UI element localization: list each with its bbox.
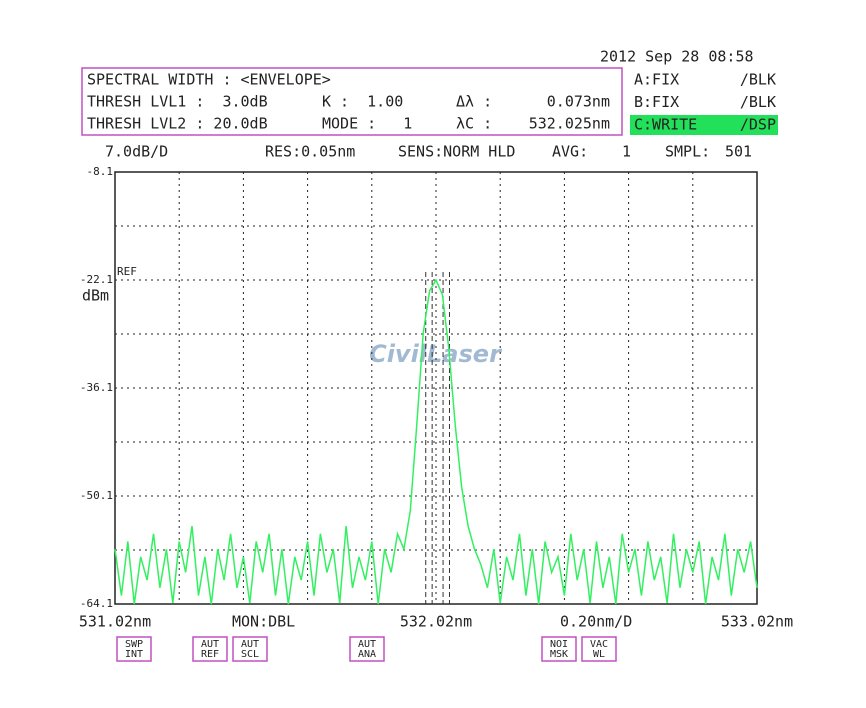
status-text: SENS:NORM HLD: [398, 143, 515, 161]
softkey: [541, 636, 577, 662]
trace-name: B:FIX: [634, 93, 679, 111]
softkey: [116, 636, 152, 662]
softkey-label: NOI: [550, 639, 568, 650]
monitor-text: MON:DBL: [232, 613, 295, 631]
y-tick-label: -8.1: [87, 165, 114, 178]
y-tick-label: -64.1: [80, 597, 113, 610]
softkey-label: ANA: [358, 649, 376, 660]
softkey-label: WL: [593, 649, 605, 660]
status-text: RES:0.05nm: [265, 143, 355, 161]
softkey-label: REF: [201, 649, 219, 660]
softkey-label: SCL: [241, 649, 259, 660]
y-tick-label: -22.1: [80, 273, 113, 286]
x-tick-label: 531.02nm: [79, 613, 151, 631]
y-tick-label: -50.1: [80, 489, 113, 502]
status-text: 7.0dB/D: [105, 143, 168, 161]
info-text: 0.073nm: [547, 93, 610, 111]
ref-label: REF: [117, 265, 137, 278]
x-tick-label: 533.02nm: [721, 613, 793, 631]
softkey: [232, 636, 268, 662]
info-text: K : 1.00: [322, 93, 403, 111]
y-unit: dBm: [82, 287, 109, 305]
info-text: THRESH LVL2 : 20.0dB: [87, 115, 268, 133]
spectrum-trace: [114, 278, 758, 605]
status-text: 1: [622, 143, 631, 161]
softkey-label: VAC: [590, 639, 608, 650]
softkey: [349, 636, 385, 662]
softkey-label: AUT: [241, 639, 259, 650]
info-text: λC :: [456, 115, 492, 133]
softkey-label: SWP: [125, 639, 143, 650]
info-text: Δλ :: [456, 93, 492, 111]
info-text: SPECTRAL WIDTH : <ENVELOPE>: [87, 71, 331, 89]
softkey: [192, 636, 228, 662]
softkey-label: MSK: [550, 649, 568, 660]
info-text: THRESH LVL1 : 3.0dB: [87, 93, 268, 111]
info-box: [81, 67, 623, 136]
status-text: SMPL:: [665, 143, 710, 161]
trace-highlight: [630, 115, 778, 135]
softkey-label: AUT: [358, 639, 376, 650]
trace-state: /BLK: [740, 71, 776, 89]
trace-name: A:FIX: [634, 71, 679, 89]
trace-name: C:WRITE: [634, 116, 697, 134]
timestamp: 2012 Sep 28 08:58: [600, 48, 754, 66]
softkey-label: INT: [125, 649, 143, 660]
x-scale-text: 0.20nm/D: [560, 613, 632, 631]
x-tick-label: 532.02nm: [400, 613, 472, 631]
info-text: MODE : 1: [322, 115, 412, 133]
info-text: 532.025nm: [529, 115, 610, 133]
status-text: 501: [725, 143, 752, 161]
y-tick-label: -36.1: [80, 381, 113, 394]
trace-state: /DSP: [740, 116, 776, 134]
trace-state: /BLK: [740, 93, 776, 111]
softkey-label: AUT: [201, 639, 219, 650]
softkey: [581, 636, 617, 662]
status-text: AVG:: [552, 143, 588, 161]
